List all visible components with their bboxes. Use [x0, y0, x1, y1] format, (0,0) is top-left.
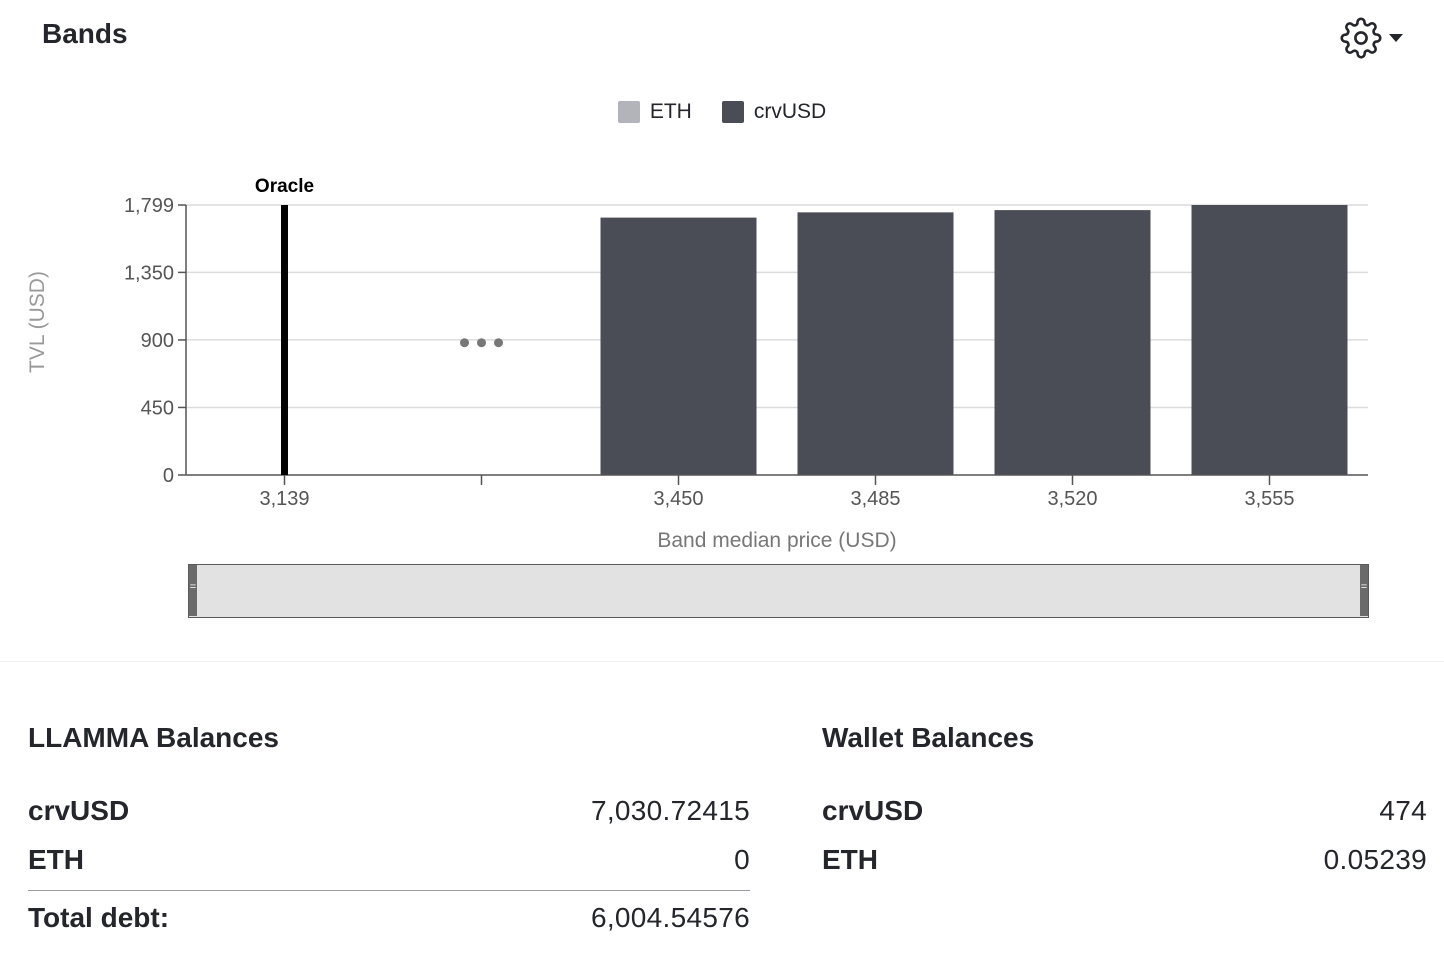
x-tick-label: 3,555 [1244, 488, 1294, 510]
wallet-row-eth: ETH 0.05239 [822, 835, 1427, 884]
bar-crvusd [600, 217, 757, 475]
llamma-balances-panel: LLAMMA Balances crvUSD 7,030.72415 ETH 0… [28, 720, 750, 942]
y-tick-label: 450 [141, 397, 174, 419]
caret-down-icon [1388, 33, 1404, 43]
section-divider [0, 661, 1444, 662]
llamma-row-eth: ETH 0 [28, 835, 750, 884]
total-separator [28, 890, 750, 891]
legend-swatch-crvusd [721, 101, 744, 123]
x-tick-label: 3,139 [259, 488, 309, 510]
x-tick-label: 3,450 [653, 488, 703, 510]
legend-label-crvusd: crvUSD [753, 100, 827, 123]
gap-marker-dot [477, 338, 486, 348]
legend-label-eth: ETH [649, 100, 692, 123]
wallet-label-crvusd: crvUSD [822, 795, 924, 826]
y-tick-label: 900 [141, 330, 174, 352]
bar-crvusd [994, 210, 1151, 475]
x-tick-label: 3,485 [850, 488, 900, 510]
brush-left-handle[interactable] [189, 565, 197, 616]
chart-legend: ETH crvUSD [0, 100, 1444, 124]
total-debt-label: Total debt: [28, 902, 170, 933]
llamma-value-eth: 0 [734, 844, 750, 875]
legend-swatch-eth [617, 101, 640, 123]
chart-zoom-brush[interactable] [188, 564, 1369, 618]
llamma-row-crvusd: crvUSD 7,030.72415 [28, 786, 750, 835]
llamma-label-eth: ETH [28, 844, 84, 875]
y-axis-title: TVL (USD) [26, 271, 49, 373]
page-title: Bands [42, 18, 128, 49]
gear-icon [1340, 17, 1382, 59]
wallet-balances-panel: Wallet Balances crvUSD 474 ETH 0.05239 [822, 720, 1427, 884]
y-tick-label: 1,350 [124, 262, 174, 284]
wallet-value-eth: 0.05239 [1323, 844, 1427, 875]
gap-marker-dot [460, 338, 469, 348]
bands-chart: 0 450 900 1,350 1,799 3,139 3,450 3,485 3,520 3,5… [26, 176, 1368, 552]
legend-item-eth[interactable]: ETH [617, 100, 692, 124]
legend-item-crvusd[interactable]: crvUSD [721, 100, 827, 124]
llamma-balances-title: LLAMMA Balances [28, 722, 280, 753]
chart-settings-button[interactable] [1340, 16, 1412, 60]
bar-crvusd [1191, 205, 1348, 475]
bar-crvusd [797, 212, 954, 476]
wallet-row-crvusd: crvUSD 474 [822, 786, 1427, 835]
llamma-value-crvusd: 7,030.72415 [590, 795, 750, 826]
brush-right-handle[interactable] [1360, 565, 1368, 616]
y-tick-label: 1,799 [124, 195, 174, 217]
oracle-label: Oracle [255, 176, 314, 197]
wallet-label-eth: ETH [822, 844, 878, 875]
total-debt-row: Total debt: 6,004.54576 [28, 893, 750, 942]
wallet-value-crvusd: 474 [1379, 795, 1427, 826]
wallet-balances-title: Wallet Balances [822, 722, 1035, 753]
x-tick-label: 3,520 [1047, 488, 1097, 510]
gap-marker-dot [494, 338, 503, 348]
y-tick-label: 0 [163, 465, 174, 487]
total-debt-value: 6,004.54576 [590, 902, 750, 933]
x-axis-title: Band median price (USD) [657, 529, 896, 552]
llamma-label-crvusd: crvUSD [28, 795, 130, 826]
